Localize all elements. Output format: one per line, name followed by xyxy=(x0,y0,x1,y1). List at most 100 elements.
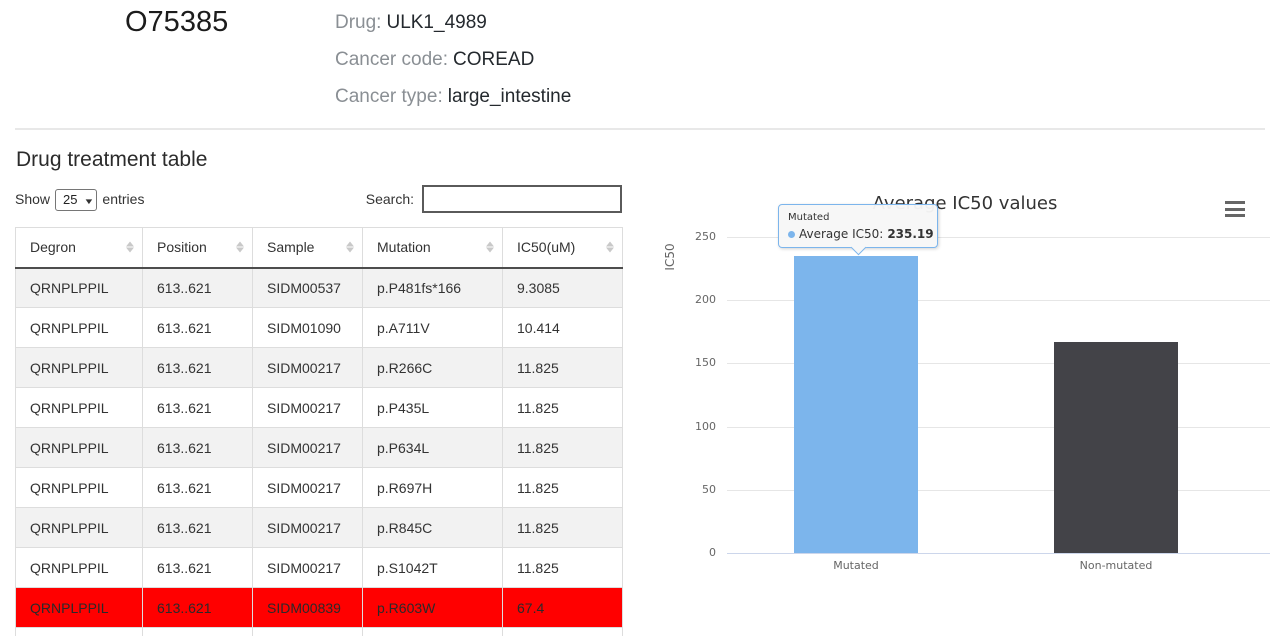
table-cell: SIDM00839 xyxy=(252,587,363,628)
table-cell: 613..621 xyxy=(142,387,253,428)
table-cell: QRNPLPPIL xyxy=(15,587,143,628)
cancer-code-value: COREAD xyxy=(453,49,535,70)
column-header-label: Degron xyxy=(30,239,76,256)
entries-select-value: 25 xyxy=(63,192,78,207)
x-axis-line xyxy=(727,553,1270,554)
table-cell: p.P634L xyxy=(362,427,503,468)
table-cell: SIDM00217 xyxy=(252,387,363,428)
y-tick-label: 100 xyxy=(695,419,716,433)
y-gridline xyxy=(727,363,1270,365)
tooltip-line: Average IC50: 235.19 xyxy=(788,227,934,241)
table-cell: QRNPLPPIL xyxy=(15,347,143,388)
sort-icon xyxy=(236,241,244,253)
sort-icon xyxy=(126,241,134,253)
table-row: QRNPLPPIL 613..621 SIDM00537 p.P481fs*166 9.… xyxy=(15,267,623,308)
column-header-sample[interactable]: Sample xyxy=(252,227,363,269)
table-cell xyxy=(252,627,363,636)
table-row: QRNPLPPIL 613..621 SIDM00217 p.R697H 11.825 xyxy=(15,467,623,508)
table-row: QRNPLPPIL 613..621 SIDM00217 p.P435L 11.825 xyxy=(15,387,623,428)
y-gridline xyxy=(727,426,1270,428)
y-tick-label: 150 xyxy=(695,356,716,370)
drug-info-block: Drug: ULK1_4989 Cancer code: COREAD Cancer… xyxy=(335,4,571,115)
table-cell: SIDM00217 xyxy=(252,467,363,508)
table-cell: 11.825 xyxy=(502,547,623,588)
table-cell: QRNPLPPIL xyxy=(15,387,143,428)
drug-value: ULK1_4989 xyxy=(386,12,487,33)
table-cell: QRNPLPPIL xyxy=(15,427,143,468)
table-cell: 11.825 xyxy=(502,347,623,388)
table-cell: p.R697H xyxy=(362,467,503,508)
table-row xyxy=(15,627,623,636)
chart-title: Average IC50 values xyxy=(872,193,1058,214)
search-label: Search: xyxy=(365,191,414,207)
table-cell: 613..621 xyxy=(142,507,253,548)
y-gridline xyxy=(727,237,1270,238)
bar-mutated xyxy=(794,255,918,553)
table-cell: SIDM00217 xyxy=(252,507,363,548)
table-cell: 613..621 xyxy=(142,467,253,508)
table-row: QRNPLPPIL 613..621 SIDM00217 p.R266C 11.825 xyxy=(15,347,623,388)
column-header-mutation[interactable]: Mutation xyxy=(362,227,503,269)
drug-treatment-table: Degron Position Sample Mutation IC50(uM)… xyxy=(15,227,623,636)
table-cell: 11.825 xyxy=(502,467,623,508)
sort-icon xyxy=(346,241,354,253)
tooltip-pointer xyxy=(850,239,867,256)
table-cell: SIDM00217 xyxy=(252,547,363,588)
table-title: Drug treatment table xyxy=(16,148,208,171)
table-cell: p.R603W xyxy=(362,587,503,628)
bar-non-mutated xyxy=(1054,341,1178,553)
show-label: Show xyxy=(15,191,51,207)
table-row: QRNPLPPIL 613..621 SIDM01090 p.A711V 10.414 xyxy=(15,307,623,348)
column-header-degron[interactable]: Degron xyxy=(15,227,143,269)
table-cell: QRNPLPPIL xyxy=(15,267,143,308)
search-control: Search: xyxy=(366,185,622,213)
protein-id: O75385 xyxy=(125,6,229,38)
table-row: QRNPLPPIL 613..621 SIDM00839 p.R603W 67.4 xyxy=(15,587,623,628)
table-cell: QRNPLPPIL xyxy=(15,547,143,588)
table-cell: SIDM00537 xyxy=(252,267,363,308)
table-cell: 613..621 xyxy=(142,347,253,388)
table-cell: p.A711V xyxy=(362,307,503,348)
column-header-label: Sample xyxy=(267,239,315,256)
table-cell: 11.825 xyxy=(502,507,623,548)
table-cell: p.P481fs*166 xyxy=(362,267,503,308)
table-cell: 613..621 xyxy=(142,547,253,588)
column-header-label: IC50(uM) xyxy=(517,239,576,256)
table-cell: 613..621 xyxy=(142,267,253,308)
table-cell: p.R266C xyxy=(362,347,503,388)
column-header-ic50[interactable]: IC50(uM) xyxy=(502,227,623,269)
column-header-label: Position xyxy=(157,239,207,256)
column-header-position[interactable]: Position xyxy=(142,227,253,269)
table-cell: p.P435L xyxy=(362,387,503,428)
table-cell: SIDM00217 xyxy=(252,347,363,388)
table-header-row: Degron Position Sample Mutation IC50(uM) xyxy=(15,227,623,269)
table-cell: 613..621 xyxy=(142,427,253,468)
sort-icon xyxy=(486,241,494,253)
x-axis-label: Non-mutated xyxy=(1079,559,1153,572)
table-cell xyxy=(502,627,623,636)
table-cell: 613..621 xyxy=(142,307,253,348)
hamburger-menu-icon[interactable] xyxy=(1225,201,1245,217)
table-cell: 11.825 xyxy=(502,387,623,428)
table-cell xyxy=(15,627,143,636)
table-controls: Show 25 ▼ entries Search: xyxy=(15,185,622,215)
cancer-code-line: Cancer code: COREAD xyxy=(335,41,571,78)
entries-select[interactable]: 25 ▼ xyxy=(55,189,98,211)
tooltip-category: Mutated xyxy=(788,212,830,223)
y-tick-label: 200 xyxy=(695,293,716,307)
table-row: QRNPLPPIL 613..621 SIDM00217 p.R845C 11.825 xyxy=(15,507,623,548)
table-cell: p.R845C xyxy=(362,507,503,548)
table-cell: SIDM01090 xyxy=(252,307,363,348)
series-point-dot xyxy=(788,231,795,238)
cancer-type-label: Cancer type: xyxy=(335,86,443,107)
tooltip-series-label: Average IC50: xyxy=(799,227,884,241)
entries-label: entries xyxy=(102,191,145,207)
x-axis-label: Mutated xyxy=(833,559,879,572)
y-tick-label: 250 xyxy=(695,230,716,243)
table-cell: QRNPLPPIL xyxy=(15,307,143,348)
cancer-type-value: large_intestine xyxy=(447,86,572,107)
y-tick-label: 0 xyxy=(709,546,716,559)
search-input[interactable] xyxy=(422,185,622,213)
table-cell: QRNPLPPIL xyxy=(15,467,143,508)
